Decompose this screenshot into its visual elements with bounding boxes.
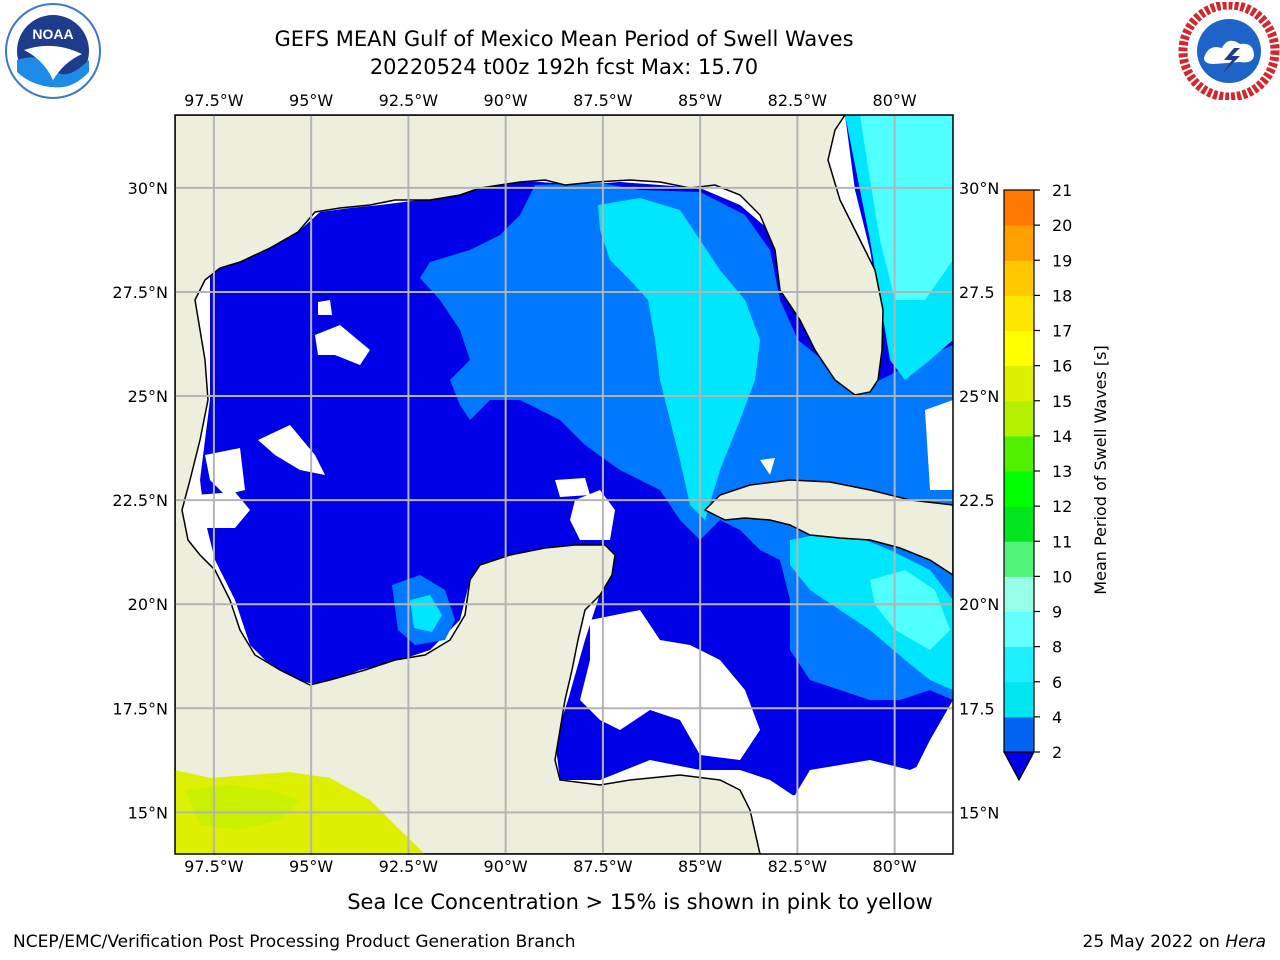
swell-field-8-9s-carib xyxy=(870,570,950,650)
lat-tick-label-left: 15°N xyxy=(128,803,168,822)
colorbar-segment xyxy=(1004,611,1034,648)
lat-tick-label-right: 17.5 xyxy=(959,699,995,718)
colorbar-segment xyxy=(1004,330,1034,367)
colorbar-segment xyxy=(1004,541,1034,577)
colorbar-segment xyxy=(1004,471,1034,507)
nodata-patch-9 xyxy=(925,400,953,490)
lat-tick-label-right: 30°N xyxy=(959,179,999,198)
colorbar-segment xyxy=(1004,716,1034,753)
lon-tick-label-bottom: 82.5°W xyxy=(768,857,828,876)
graticule xyxy=(175,115,953,854)
lon-tick-label-bottom: 85°W xyxy=(678,857,722,876)
lon-tick-label-top: 82.5°W xyxy=(768,91,828,110)
lat-tick-label-left: 20°N xyxy=(128,595,168,614)
colorbar-tick-label: 14 xyxy=(1052,427,1072,446)
footer-date: 25 May 2022 on Hera xyxy=(1083,932,1267,952)
lon-tick-label-bottom: 80°W xyxy=(873,857,917,876)
colorbar-segment xyxy=(1004,576,1034,612)
lat-tick-label-left: 25°N xyxy=(128,387,168,406)
noaa-logo-icon: NOAA xyxy=(5,3,101,99)
colorbar-segment xyxy=(1004,260,1034,296)
colorbar-tick-label: 21 xyxy=(1052,181,1072,200)
colorbar-segment xyxy=(1004,646,1034,683)
lon-tick-label-top: 80°W xyxy=(873,91,917,110)
map-area xyxy=(175,115,953,854)
colorbar-tick-label: 17 xyxy=(1052,322,1072,341)
land-cuba xyxy=(703,479,953,576)
lat-tick-label-left: 22.5°N xyxy=(112,491,168,510)
swell-field-6-8s xyxy=(598,198,760,520)
swell-field-4-6s-patch-carib xyxy=(800,620,880,690)
colorbar-segment xyxy=(1004,225,1034,261)
lat-tick-label-right: 20°N xyxy=(959,595,999,614)
nws-logo-icon xyxy=(1178,2,1280,100)
nodata-patch-11 xyxy=(760,458,775,475)
nodata-patch-7 xyxy=(580,610,760,760)
footer-host: Hera xyxy=(1225,932,1266,952)
lat-tick-label-left: 27.5°N xyxy=(112,283,168,302)
lat-tick-label-right: 25°N xyxy=(959,387,999,406)
lat-tick-label-right: 22.5 xyxy=(959,491,995,510)
footer-date-text: 25 May 2022 on xyxy=(1082,932,1226,952)
colorbar-label: Mean Period of Swell Waves [s] xyxy=(1091,345,1110,594)
colorbar-segment xyxy=(1004,681,1034,718)
nodata-patch-2 xyxy=(258,425,325,475)
lon-tick-label-top: 92.5°W xyxy=(379,91,439,110)
colorbar-tick-label: 19 xyxy=(1052,251,1072,270)
lon-tick-label-top: 90°W xyxy=(484,91,528,110)
lon-tick-label-top: 97.5°W xyxy=(184,91,244,110)
colorbar-tick-label: 10 xyxy=(1052,567,1072,586)
nodata-patch-5 xyxy=(555,478,590,497)
colorbar-tick-label: 16 xyxy=(1052,357,1072,376)
colorbar-tick-label: 2 xyxy=(1052,743,1062,762)
lon-tick-label-bottom: 95°W xyxy=(289,857,333,876)
lon-tick-label-bottom: 97.5°W xyxy=(184,857,244,876)
map-title: GEFS MEAN Gulf of Mexico Mean Period of … xyxy=(274,27,854,51)
lon-tick-label-top: 87.5°W xyxy=(573,91,633,110)
colorbar-segment xyxy=(1004,400,1034,437)
nodata-patch-1 xyxy=(315,325,370,365)
colorbar-segment xyxy=(1004,365,1034,402)
lon-tick-label-top: 85°W xyxy=(678,91,722,110)
colorbar-segment xyxy=(1004,435,1034,472)
colorbar-tick-label: 8 xyxy=(1052,638,1062,657)
lon-tick-label-top: 95°W xyxy=(289,91,333,110)
colorbar-tick-label: 9 xyxy=(1052,603,1062,622)
lat-tick-label-right: 27.5 xyxy=(959,283,995,302)
lon-tick-label-bottom: 90°W xyxy=(484,857,528,876)
colorbar-tick-label: 12 xyxy=(1052,497,1072,516)
map-frame xyxy=(174,114,954,855)
colorbar-tick-label: 4 xyxy=(1052,708,1062,727)
lat-tick-label-left: 30°N xyxy=(128,179,168,198)
map-subtitle: 20220524 t00z 192h fcst Max: 15.70 xyxy=(369,55,759,79)
colorbar-tick-label: 13 xyxy=(1052,462,1072,481)
noaa-logo-text: NOAA xyxy=(32,26,73,42)
colorbar-extend-triangle xyxy=(1002,751,1036,782)
lon-tick-label-bottom: 92.5°W xyxy=(379,857,439,876)
lat-tick-label-left: 17.5°N xyxy=(112,699,168,718)
colorbar-tick-label: 15 xyxy=(1052,392,1072,411)
swell-field-6-8s-carib xyxy=(790,530,953,690)
nodata-patch-3 xyxy=(205,448,245,495)
colorbar-tick-label: 20 xyxy=(1052,216,1072,235)
lon-tick-label-bottom: 87.5°W xyxy=(573,857,633,876)
sea-ice-caption: Sea Ice Concentration > 15% is shown in … xyxy=(347,890,933,914)
colorbar: 2 4 6 8 9 10 11 12 13 14 15 16 17 18 19 20 21 xyxy=(1002,181,1072,782)
colorbar-tick-label: 6 xyxy=(1052,673,1062,692)
nodata-patch-8 xyxy=(760,750,953,854)
colorbar-segment xyxy=(1004,506,1034,542)
colorbar-segment xyxy=(1004,295,1034,331)
colorbar-tick-label: 18 xyxy=(1052,286,1072,305)
axis-tick-labels: 97.5°W 97.5°W 95°W 95°W 92.5°W 92.5°W 90°W 90°W… xyxy=(112,91,999,876)
lat-tick-label-right: 15°N xyxy=(959,803,999,822)
colorbar-segment xyxy=(1004,190,1034,226)
colorbar-tick-label: 11 xyxy=(1052,532,1072,551)
nodata-patch-10 xyxy=(318,300,332,315)
footer-credit: NCEP/EMC/Verification Post Processing Pr… xyxy=(13,932,576,952)
swell-field-8-9s xyxy=(860,115,953,300)
